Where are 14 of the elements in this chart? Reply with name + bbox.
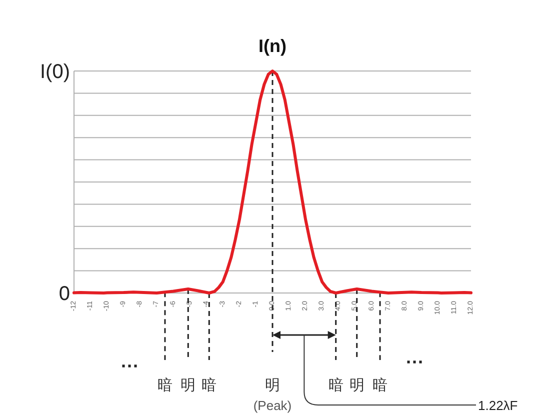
text: 0 — [58, 283, 70, 305]
text: (Peak) — [253, 398, 292, 413]
ref-line-label: 暗 — [328, 377, 344, 394]
ref-line-label: 明 — [180, 377, 196, 394]
ref-line-label: 暗 — [372, 377, 388, 394]
text: ··· — [406, 352, 424, 372]
ref-line-label: 暗 — [157, 377, 172, 394]
ref-line-label: 明 — [349, 377, 364, 394]
text: ··· — [121, 356, 139, 376]
ref-line-label: 暗 — [202, 377, 217, 394]
ref-line-label: 明 — [265, 377, 280, 394]
chart-title: I(n) — [258, 36, 286, 56]
text: 1.22λF — [478, 398, 518, 413]
text: I(0) — [40, 61, 70, 83]
